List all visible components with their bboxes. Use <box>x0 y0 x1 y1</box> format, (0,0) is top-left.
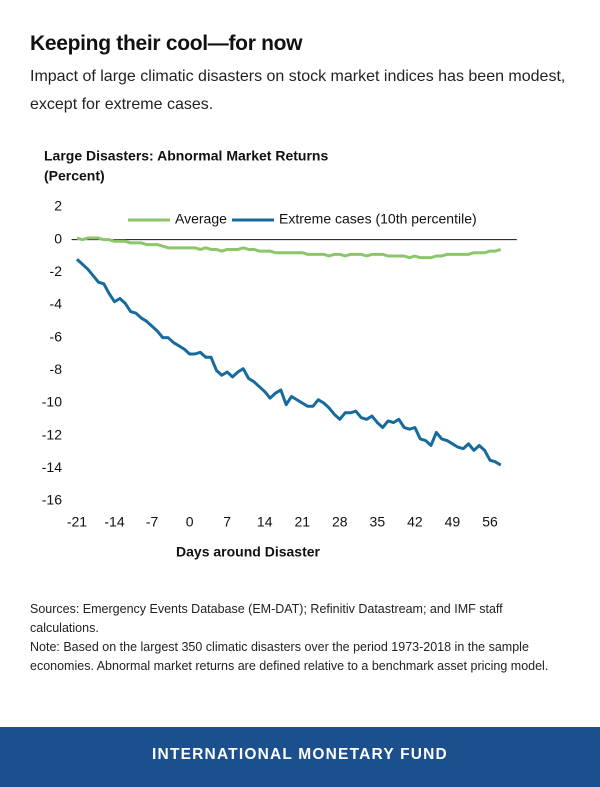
x-tick-label: 56 <box>482 514 498 530</box>
legend-label: Average <box>175 211 227 227</box>
x-tick-label: 14 <box>257 514 273 530</box>
y-tick-label: -12 <box>42 426 62 442</box>
footer-text: INTERNATIONAL MONETARY FUND <box>152 746 448 763</box>
x-tick-label: 7 <box>223 514 231 530</box>
x-tick-label: 49 <box>445 514 461 530</box>
footer: INTERNATIONAL MONETARY FUND <box>0 727 600 787</box>
y-axis-label: (Percent) <box>44 168 105 184</box>
y-tick-label: -14 <box>42 459 62 475</box>
series-line <box>76 236 502 260</box>
y-tick-label: -6 <box>50 328 63 344</box>
y-tick-label: -10 <box>42 394 62 410</box>
sources: Sources: Emergency Events Database (EM-D… <box>30 602 503 635</box>
series-line <box>75 258 502 467</box>
x-tick-label: 21 <box>294 514 310 530</box>
x-tick-label: 28 <box>332 514 348 530</box>
y-tick-label: 0 <box>54 230 62 246</box>
y-tick-label: -16 <box>42 492 62 508</box>
x-tick-label: 35 <box>370 514 386 530</box>
y-tick-label: -2 <box>50 263 63 279</box>
y-tick-label: -4 <box>50 296 63 312</box>
x-axis-label: Days around Disaster <box>176 544 320 560</box>
x-tick-label: -21 <box>67 514 87 530</box>
title: Keeping their cool—for now <box>30 32 303 55</box>
subtitle: Impact of large climatic disasters on st… <box>30 68 566 113</box>
notes: Sources: Emergency Events Database (EM-D… <box>30 600 570 676</box>
note: Note: Based on the largest 350 climatic … <box>30 640 549 673</box>
chart-title: Large Disasters: Abnormal Market Returns <box>44 148 328 164</box>
x-tick-label: 42 <box>407 514 423 530</box>
chart: Large Disasters: Abnormal Market Returns… <box>42 148 517 560</box>
x-tick-label: 0 <box>186 514 194 530</box>
y-tick-label: 2 <box>54 198 62 214</box>
legend-label: Extreme cases (10th percentile) <box>279 211 477 227</box>
x-tick-label: -14 <box>104 514 124 530</box>
y-tick-label: -8 <box>50 361 63 377</box>
x-tick-label: -7 <box>146 514 159 530</box>
